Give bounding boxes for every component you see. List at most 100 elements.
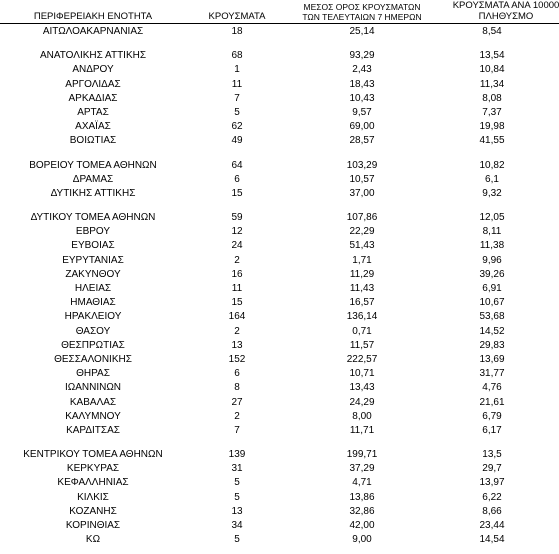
per-10000-cell[interactable]: 4,76 [482, 382, 502, 394]
region-cell[interactable]: ΖΑΚΥΝΘΟΥ [65, 268, 121, 280]
per-10000-cell[interactable]: 10,84 [479, 64, 505, 76]
cases-cell[interactable]: 13 [231, 505, 243, 517]
region-cell[interactable]: ΔΡΑΜΑΣ [72, 173, 114, 185]
per-10000-cell[interactable]: 29,7 [482, 463, 502, 475]
region-cell[interactable]: ΘΑΣΟΥ [75, 325, 111, 337]
average-cell[interactable]: 24,29 [349, 396, 375, 408]
region-cell[interactable]: ΚΙΛΚΙΣ [77, 491, 109, 503]
per-10000-cell[interactable]: 13,5 [482, 449, 502, 461]
cases-cell[interactable]: 7 [234, 92, 240, 104]
table-row[interactable]: ΑΡΚΑΔΙΑΣ 7 10,43 8,08 [0, 92, 559, 106]
cases-cell[interactable]: 5 [234, 106, 240, 118]
table-row[interactable]: ΘΕΣΠΡΩΤΙΑΣ 13 11,57 29,83 [0, 339, 559, 353]
per-10000-cell[interactable]: 7,37 [482, 106, 502, 118]
region-cell[interactable]: ΑΡΓΟΛΙΔΑΣ [65, 78, 121, 90]
table-row[interactable]: ΚΩ 5 9,00 14,54 [0, 533, 559, 547]
table-row[interactable]: ΚΕΝΤΡΙΚΟΥ ΤΟΜΕΑ ΑΘΗΝΩΝ 139 199,71 13,5 [0, 448, 559, 462]
cases-cell[interactable]: 5 [234, 477, 240, 489]
cases-cell[interactable]: 34 [231, 520, 243, 531]
cases-cell[interactable]: 24 [231, 240, 243, 252]
per-10000-cell[interactable]: 21,61 [479, 396, 505, 408]
per-10000-cell[interactable]: 6,79 [482, 410, 502, 422]
average-cell[interactable]: 0,71 [352, 325, 372, 337]
average-cell[interactable]: 10,57 [349, 173, 375, 185]
table-row[interactable]: ΑΙΤΩΛΟΑΚΑΡΝΑΝΙΑΣ 18 25,14 8,54 [0, 25, 559, 39]
average-cell[interactable]: 8,00 [352, 410, 372, 422]
column-header-7day-average[interactable]: ΜΕΣΟΣ ΟΡΟΣ ΚΡΟΥΣΜΑΤΩΝ ΤΩΝ ΤΕΛΕΥΤΑΙΩΝ 7 Η… [296, 2, 428, 22]
region-cell[interactable]: ΕΒΡΟΥ [75, 226, 111, 238]
cases-cell[interactable]: 7 [234, 424, 240, 436]
column-header-per-10000[interactable]: ΚΡΟΥΣΜΑΤΑ ΑΝΑ 10000 ΠΛΗΘΥΣΜΟ [436, 0, 559, 22]
per-10000-cell[interactable]: 9,32 [482, 187, 502, 199]
table-row[interactable]: ΕΥΡΥΤΑΝΙΑΣ 2 1,71 9,96 [0, 254, 559, 268]
table-row[interactable]: ΒΟΡΕΙΟΥ ΤΟΜΕΑ ΑΘΗΝΩΝ 64 103,29 10,82 [0, 159, 559, 173]
per-10000-cell[interactable]: 9,96 [482, 254, 502, 266]
column-header-region[interactable]: ΠΕΡΙΦΕΡΕΙΑΚΗ ΕΝΟΤΗΤΑ [33, 11, 153, 22]
table-row[interactable]: ΑΡΤΑΣ 5 9,57 7,37 [0, 106, 559, 120]
per-10000-cell[interactable]: 8,54 [482, 26, 502, 37]
per-10000-cell[interactable]: 6,22 [482, 491, 502, 503]
region-cell[interactable]: ΕΥΡΥΤΑΝΙΑΣ [62, 254, 124, 266]
average-cell[interactable]: 9,57 [352, 106, 372, 118]
average-cell[interactable]: 37,00 [349, 187, 375, 199]
region-cell[interactable]: ΚΑΡΔΙΤΣΑΣ [66, 424, 120, 436]
cases-cell[interactable]: 64 [231, 159, 243, 171]
table-row[interactable]: ΚΟΡΙΝΘΙΑΣ 34 42,00 23,44 [0, 519, 559, 533]
table-row[interactable]: ΗΛΕΙΑΣ 11 11,43 6,91 [0, 282, 559, 296]
column-header-cases[interactable]: ΚΡΟΥΣΜΑΤΑ [208, 11, 266, 22]
table-row[interactable]: ΘΗΡΑΣ 6 10,71 31,77 [0, 367, 559, 381]
table-row[interactable]: ΘΑΣΟΥ 2 0,71 14,52 [0, 325, 559, 339]
region-cell[interactable]: ΘΕΣΠΡΩΤΙΑΣ [61, 339, 125, 351]
average-cell[interactable]: 4,71 [352, 477, 372, 489]
region-cell[interactable]: ΕΥΒΟΙΑΣ [71, 240, 115, 252]
table-row[interactable]: ΔΥΤΙΚΟΥ ΤΟΜΕΑ ΑΘΗΝΩΝ 59 107,86 12,05 [0, 211, 559, 225]
average-cell[interactable]: 51,43 [349, 240, 375, 252]
per-10000-cell[interactable]: 23,44 [479, 520, 505, 531]
average-cell[interactable]: 136,14 [346, 311, 378, 323]
table-row[interactable]: ΒΟΙΩΤΙΑΣ 49 28,57 41,55 [0, 134, 559, 148]
cases-cell[interactable]: 1 [234, 64, 240, 76]
region-cell[interactable]: ΑΡΤΑΣ [77, 106, 109, 118]
table-row[interactable]: ΗΜΑΘΙΑΣ 15 16,57 10,67 [0, 296, 559, 310]
region-cell[interactable]: ΚΕΦΑΛΛΗΝΙΑΣ [57, 477, 129, 489]
per-10000-cell[interactable]: 10,82 [479, 159, 505, 171]
region-cell[interactable]: ΘΗΡΑΣ [76, 368, 110, 380]
per-10000-cell[interactable]: 41,55 [479, 135, 505, 147]
region-cell[interactable]: ΔΥΤΙΚΟΥ ΤΟΜΕΑ ΑΘΗΝΩΝ [30, 212, 156, 224]
region-cell[interactable]: ΑΝΔΡΟΥ [72, 64, 114, 76]
average-cell[interactable]: 69,00 [349, 121, 375, 133]
table-row[interactable]: ΚΑΒΑΛΑΣ 27 24,29 21,61 [0, 396, 559, 410]
average-cell[interactable]: 107,86 [346, 212, 378, 224]
region-cell[interactable]: ΔΥΤΙΚΗΣ ΑΤΤΙΚΗΣ [50, 187, 136, 199]
cases-cell[interactable]: 11 [231, 283, 243, 294]
cases-cell[interactable]: 68 [231, 50, 243, 62]
average-cell[interactable]: 42,00 [349, 520, 375, 531]
cases-cell[interactable]: 31 [231, 463, 243, 475]
per-10000-cell[interactable]: 53,68 [479, 311, 505, 323]
average-cell[interactable]: 13,43 [349, 382, 375, 394]
average-cell[interactable]: 93,29 [349, 50, 375, 62]
cases-cell[interactable]: 139 [228, 449, 246, 461]
cases-cell[interactable]: 15 [231, 297, 243, 309]
per-10000-cell[interactable]: 8,08 [482, 92, 502, 104]
average-cell[interactable]: 2,43 [352, 64, 372, 76]
average-cell[interactable]: 25,14 [349, 26, 375, 37]
table-row[interactable]: ΕΥΒΟΙΑΣ 24 51,43 11,38 [0, 239, 559, 253]
region-cell[interactable]: ΒΟΡΕΙΟΥ ΤΟΜΕΑ ΑΘΗΝΩΝ [29, 159, 157, 171]
region-cell[interactable]: ΚΟΡΙΝΘΙΑΣ [65, 520, 121, 531]
region-cell[interactable]: ΑΙΤΩΛΟΑΚΑΡΝΑΝΙΑΣ [42, 26, 144, 37]
region-cell[interactable]: ΑΧΑΪΑΣ [75, 121, 111, 133]
per-10000-cell[interactable]: 14,52 [479, 325, 505, 337]
cases-cell[interactable]: 2 [234, 410, 240, 422]
cases-cell[interactable]: 2 [234, 325, 240, 337]
average-cell[interactable]: 222,57 [346, 353, 378, 365]
table-row[interactable]: ΚΕΦΑΛΛΗΝΙΑΣ 5 4,71 13,97 [0, 476, 559, 490]
region-cell[interactable]: ΗΡΑΚΛΕΙΟΥ [64, 311, 122, 323]
average-cell[interactable]: 199,71 [346, 449, 378, 461]
region-cell[interactable]: ΚΑΒΑΛΑΣ [69, 396, 117, 408]
per-10000-cell[interactable]: 8,11 [482, 226, 502, 238]
table-row[interactable]: ΑΝΑΤΟΛΙΚΗΣ ΑΤΤΙΚΗΣ 68 93,29 13,54 [0, 49, 559, 63]
per-10000-cell[interactable]: 11,38 [479, 240, 505, 252]
per-10000-cell[interactable]: 19,98 [479, 121, 505, 133]
average-cell[interactable]: 18,43 [349, 78, 375, 90]
